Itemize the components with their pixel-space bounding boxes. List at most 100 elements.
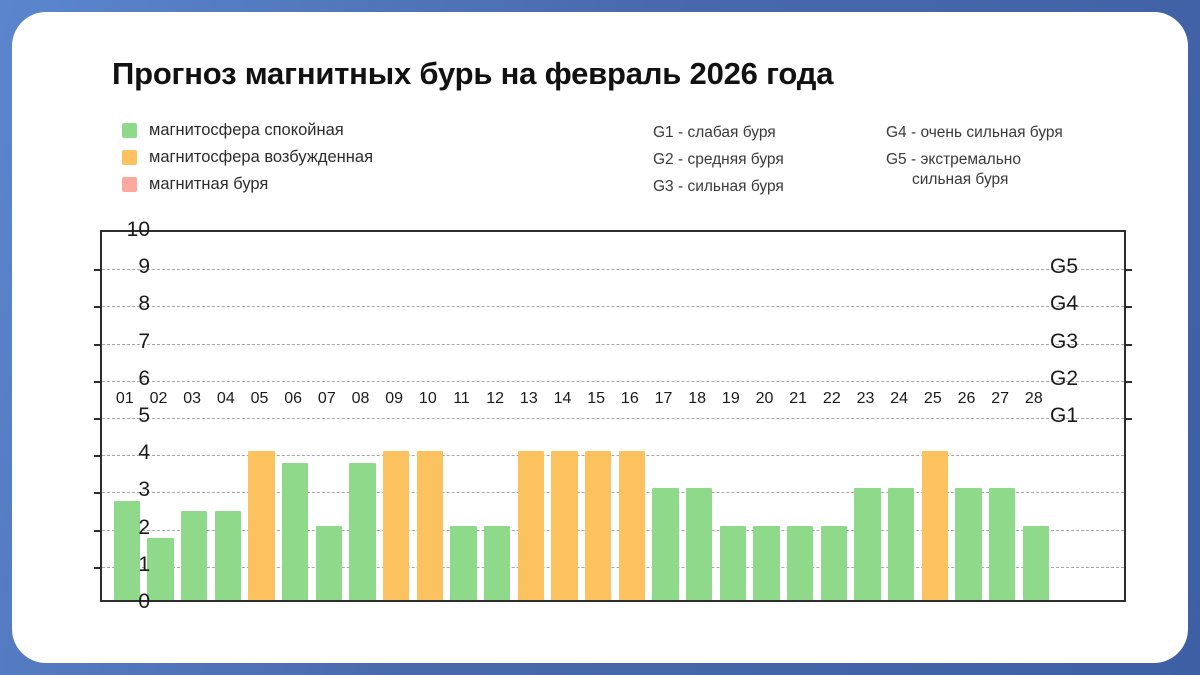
legend-label-storm: магнитная буря: [149, 175, 269, 193]
gridline: [102, 343, 1124, 345]
gridline: [102, 418, 1124, 419]
y-axis-tick: [94, 380, 102, 383]
bar-27[interactable]: [989, 488, 1016, 600]
g-axis-tick: [1124, 418, 1132, 420]
gscale-item-g1: G1 - слабая буря: [653, 124, 776, 141]
bar-02[interactable]: [147, 537, 174, 600]
x-axis-label-09: 09: [385, 390, 404, 407]
bar-16[interactable]: [618, 451, 645, 600]
x-axis-label-18: 18: [688, 390, 707, 407]
x-axis-label-03: 03: [183, 390, 202, 407]
x-axis-label-04: 04: [216, 390, 235, 407]
bar-slot: [921, 228, 948, 600]
x-axis-label-13: 13: [519, 390, 538, 407]
bar-slot: [820, 228, 847, 600]
bar-17[interactable]: [652, 488, 679, 600]
g-axis-label: G2: [1050, 366, 1079, 390]
gridline: [102, 529, 1124, 531]
legend-swatch-quiet: [122, 123, 137, 138]
y-axis-tick-label: 6: [138, 366, 150, 390]
bar-12[interactable]: [484, 525, 511, 600]
bar-21[interactable]: [787, 525, 814, 600]
bar-05[interactable]: [248, 451, 275, 600]
bar-09[interactable]: [383, 451, 410, 600]
x-axis-label-10: 10: [418, 390, 437, 407]
bar-slot: [686, 228, 713, 600]
bar-slot: [315, 228, 342, 600]
y-axis-tick-label: 5: [138, 404, 150, 427]
bar-slot: [282, 228, 309, 600]
gscale-key-column-a: G1 - слабая буря G2 - средняя буря G3 - …: [653, 123, 784, 196]
bar-08[interactable]: [349, 463, 376, 600]
g-axis-label: G5: [1050, 255, 1079, 279]
bar-26[interactable]: [955, 488, 982, 600]
x-axis-label-26: 26: [957, 390, 976, 407]
x-axis-label-17: 17: [654, 390, 673, 407]
x-axis-label-01: 01: [115, 390, 134, 407]
bar-04[interactable]: [214, 510, 241, 600]
gscale-key-column-b: G4 - очень сильная буря G5 - экстремальн…: [886, 123, 1063, 189]
bar-28[interactable]: [1022, 525, 1049, 600]
x-axis-label-24: 24: [890, 390, 909, 407]
y-axis-tick: [94, 492, 102, 495]
bar-19[interactable]: [719, 525, 746, 600]
legend-label-quiet: магнитосфера спокойная: [149, 121, 344, 139]
g-axis-tick: [1124, 306, 1132, 309]
bar-10[interactable]: [416, 451, 443, 600]
x-axis-label-16: 16: [620, 390, 639, 407]
bar-24[interactable]: [888, 488, 915, 600]
legend: магнитосфера спокойная магнитосфера возб…: [122, 120, 373, 195]
bar-15[interactable]: [585, 451, 612, 600]
bar-slot: [585, 228, 612, 600]
gscale-item-g5-line1: G5 - экстремально: [886, 150, 1021, 168]
bar-slot: [113, 228, 140, 600]
y-axis-tick-label: 1: [138, 552, 150, 576]
bar-slot: [888, 228, 915, 600]
y-axis-tick: [94, 455, 102, 458]
bar-20[interactable]: [753, 525, 780, 600]
bar-slot: [214, 228, 241, 600]
bars-container: [102, 232, 1124, 600]
legend-item: магнитная буря: [122, 174, 373, 195]
x-axis-label-21: 21: [789, 390, 808, 407]
y-axis-tick-label: 9: [138, 255, 150, 279]
y-axis-tick: [94, 306, 102, 309]
page-title: Прогноз магнитных бурь на февраль 2026 г…: [112, 56, 834, 91]
bar-slot: [517, 228, 544, 600]
y-axis-tick: [94, 529, 102, 532]
bar-01[interactable]: [113, 500, 140, 600]
bar-slot: [854, 228, 881, 600]
bar-03[interactable]: [181, 510, 208, 600]
bar-06[interactable]: [282, 463, 309, 600]
bar-07[interactable]: [315, 525, 342, 600]
legend-swatch-storm: [122, 177, 137, 192]
bar-23[interactable]: [854, 488, 881, 600]
bar-22[interactable]: [820, 525, 847, 600]
gscale-item-g2: G2 - средняя буря: [653, 150, 784, 168]
bar-slot: [719, 228, 746, 600]
gscale-item-g3: G3 - сильная буря: [653, 177, 784, 195]
gridline: [102, 380, 1124, 382]
bar-18[interactable]: [686, 488, 713, 600]
bar-slot: [484, 228, 511, 600]
bar-25[interactable]: [921, 451, 948, 600]
gridline: [102, 455, 1124, 457]
bar-chart-plot-area: [94, 230, 1132, 602]
bar-slot: [349, 228, 376, 600]
bar-11[interactable]: [450, 525, 477, 600]
g-axis-label: G4: [1050, 292, 1079, 316]
gridline: [102, 306, 1124, 308]
x-axis-label-20: 20: [755, 390, 774, 407]
x-axis-label-15: 15: [587, 390, 606, 407]
g-axis-tick: [1124, 380, 1132, 383]
x-axis-label-11: 11: [453, 390, 470, 407]
bar-13[interactable]: [517, 451, 544, 600]
legend-item: магнитосфера возбужденная: [122, 147, 373, 168]
g-axis-tick: [1124, 269, 1132, 272]
y-axis-tick-label: 0: [138, 590, 150, 613]
bar-slot: [787, 228, 814, 600]
bar-slot: [551, 228, 578, 600]
x-axis-label-25: 25: [923, 390, 942, 407]
bar-14[interactable]: [551, 451, 578, 600]
y-axis-tick: [94, 343, 102, 346]
